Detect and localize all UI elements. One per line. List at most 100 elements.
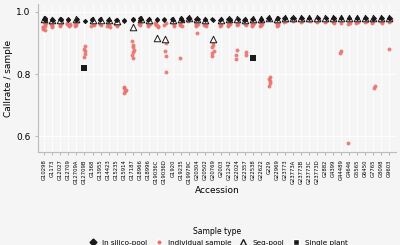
Point (235, 22, 241, 26)
Point (305, 18, 312, 22)
Point (346, 16, 352, 20)
Point (179, 24, 185, 28)
Point (81, 49, 88, 53)
Point (242, 18, 248, 22)
Point (346, 16, 352, 20)
Point (74, 17, 80, 21)
Point (338, 21, 345, 25)
Point (193, 23, 199, 27)
Point (330, 16, 337, 20)
Point (113, 19, 120, 23)
Point (330, 16, 336, 20)
Point (330, 16, 337, 20)
Point (210, 40, 216, 44)
Point (386, 20, 392, 24)
Point (216, 23, 223, 26)
Point (274, 23, 280, 26)
Legend: In silico-pool, Individual sample, Seq-pool, Single plant: In silico-pool, Individual sample, Seq-p… (82, 224, 351, 245)
Point (354, 16, 360, 20)
Point (346, 19, 353, 23)
Point (241, 23, 248, 26)
Point (82, 19, 88, 23)
Point (106, 23, 113, 27)
Point (193, 24, 199, 28)
Point (297, 20, 304, 24)
Point (388, 17, 394, 21)
Point (58, 23, 64, 26)
Point (42, 18, 48, 22)
Point (41, 20, 47, 24)
Point (338, 16, 344, 20)
Point (211, 49, 217, 53)
Point (169, 22, 176, 25)
Point (186, 16, 192, 20)
Point (73, 17, 80, 21)
Point (353, 19, 360, 23)
Point (243, 50, 249, 54)
Point (162, 37, 168, 41)
Point (354, 16, 360, 20)
Point (145, 23, 151, 27)
Point (299, 19, 305, 23)
Point (177, 56, 184, 60)
Point (274, 16, 281, 20)
Point (137, 16, 143, 20)
Point (185, 16, 191, 20)
Point (106, 18, 112, 22)
Point (121, 18, 127, 22)
Point (307, 19, 314, 23)
Point (378, 16, 384, 20)
Point (169, 17, 175, 21)
Point (258, 23, 265, 27)
Point (243, 53, 249, 57)
Point (186, 17, 192, 21)
Point (56, 23, 63, 27)
Point (210, 43, 216, 47)
Point (129, 39, 135, 43)
Point (232, 57, 239, 61)
Point (331, 21, 337, 25)
Point (274, 24, 281, 28)
Point (378, 20, 385, 24)
Point (314, 20, 320, 24)
Point (226, 17, 232, 21)
Point (378, 16, 384, 20)
Point (234, 21, 241, 24)
Point (104, 23, 111, 26)
Point (195, 22, 201, 26)
Point (202, 22, 209, 26)
Point (316, 18, 322, 22)
Point (226, 21, 233, 24)
Point (234, 17, 241, 21)
Point (218, 18, 224, 22)
Point (57, 18, 64, 22)
Point (266, 16, 272, 20)
Point (177, 21, 183, 24)
Point (266, 75, 273, 79)
Point (225, 23, 231, 27)
Point (266, 17, 272, 21)
Point (282, 16, 288, 20)
Point (186, 17, 192, 21)
Point (354, 17, 360, 21)
Point (370, 17, 376, 21)
Point (112, 22, 118, 26)
Point (281, 20, 288, 24)
Point (40, 25, 46, 29)
Point (106, 22, 112, 25)
Point (162, 49, 168, 53)
Point (354, 16, 360, 20)
Point (386, 16, 392, 20)
Point (281, 16, 288, 20)
Point (136, 23, 142, 26)
Point (49, 18, 55, 22)
Point (387, 18, 393, 22)
Point (42, 28, 49, 32)
Point (249, 17, 256, 21)
Point (73, 23, 80, 27)
Point (266, 84, 272, 88)
Point (337, 16, 344, 20)
Point (266, 77, 273, 81)
Point (289, 16, 296, 20)
Point (306, 16, 312, 20)
